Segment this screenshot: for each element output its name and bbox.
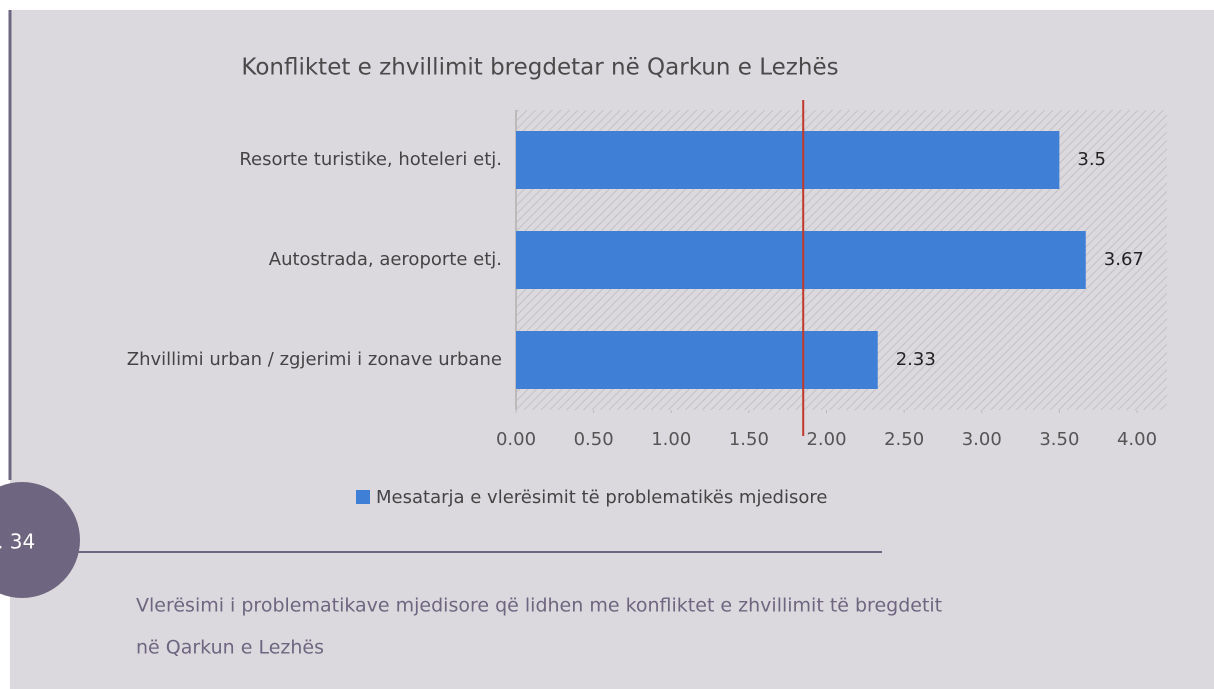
x-tick-label: 1.50 <box>729 429 769 450</box>
y-tick-label: Zhvillimi urban / zgjerimi i zonave urba… <box>127 349 502 370</box>
figure-badge <box>0 482 80 598</box>
bar <box>516 331 878 389</box>
data-label: 3.5 <box>1077 149 1106 170</box>
x-tick-label: 3.50 <box>1039 429 1079 450</box>
y-tick-label: Autostrada, aeroporte etj. <box>269 249 502 270</box>
x-tick-label: 4.00 <box>1117 429 1157 450</box>
data-label: 2.33 <box>896 349 936 370</box>
x-tick-label: 0.00 <box>496 429 536 450</box>
legend-swatch <box>356 490 370 504</box>
x-tick-label: 2.50 <box>884 429 924 450</box>
legend-label: Mesatarja e vlerësimit të problematikës … <box>376 487 827 508</box>
bar <box>516 131 1060 189</box>
chart-title: Konfliktet e zhvillimit bregdetar në Qar… <box>241 55 838 81</box>
caption-line: në Qarkun e Lezhës <box>136 637 324 659</box>
bar <box>516 231 1086 289</box>
x-tick-label: 0.50 <box>574 429 614 450</box>
caption-line: Vlerësimi i problematikave mjedisore që … <box>136 595 942 617</box>
x-tick-label: 1.00 <box>651 429 691 450</box>
y-tick-label: Resorte turistike, hoteleri etj. <box>239 149 502 170</box>
data-label: 3.67 <box>1104 249 1144 270</box>
x-tick-label: 3.00 <box>962 429 1002 450</box>
figure-label: Fig. 34 <box>0 530 35 554</box>
x-tick-label: 2.00 <box>806 429 846 450</box>
